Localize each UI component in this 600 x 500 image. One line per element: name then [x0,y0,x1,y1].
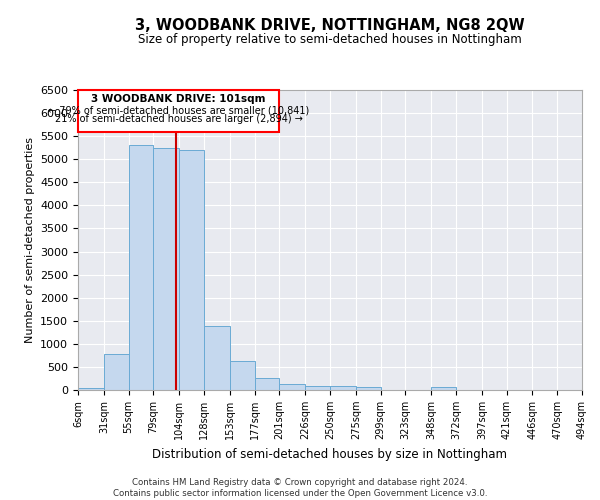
Bar [280,384,305,390]
Bar [104,354,128,390]
Y-axis label: Number of semi-detached properties: Number of semi-detached properties [25,137,35,343]
Bar [431,387,456,390]
Text: Contains HM Land Registry data © Crown copyright and database right 2024.
Contai: Contains HM Land Registry data © Crown c… [113,478,487,498]
Bar [78,388,104,390]
Text: 3 WOODBANK DRIVE: 101sqm: 3 WOODBANK DRIVE: 101sqm [91,94,266,104]
Bar [330,386,356,390]
Bar [204,326,230,390]
Bar [305,386,330,390]
Bar [254,378,280,390]
Text: 21% of semi-detached houses are larger (2,894) →: 21% of semi-detached houses are larger (… [55,114,302,124]
FancyBboxPatch shape [78,90,280,132]
Bar [154,148,179,390]
Bar [179,150,204,390]
Bar [356,387,380,390]
Text: ← 79% of semi-detached houses are smaller (10,841): ← 79% of semi-detached houses are smalle… [48,105,310,115]
Bar [128,146,154,390]
Text: Size of property relative to semi-detached houses in Nottingham: Size of property relative to semi-detach… [138,32,522,46]
Text: 3, WOODBANK DRIVE, NOTTINGHAM, NG8 2QW: 3, WOODBANK DRIVE, NOTTINGHAM, NG8 2QW [135,18,525,32]
X-axis label: Distribution of semi-detached houses by size in Nottingham: Distribution of semi-detached houses by … [152,448,508,460]
Bar [230,362,254,390]
